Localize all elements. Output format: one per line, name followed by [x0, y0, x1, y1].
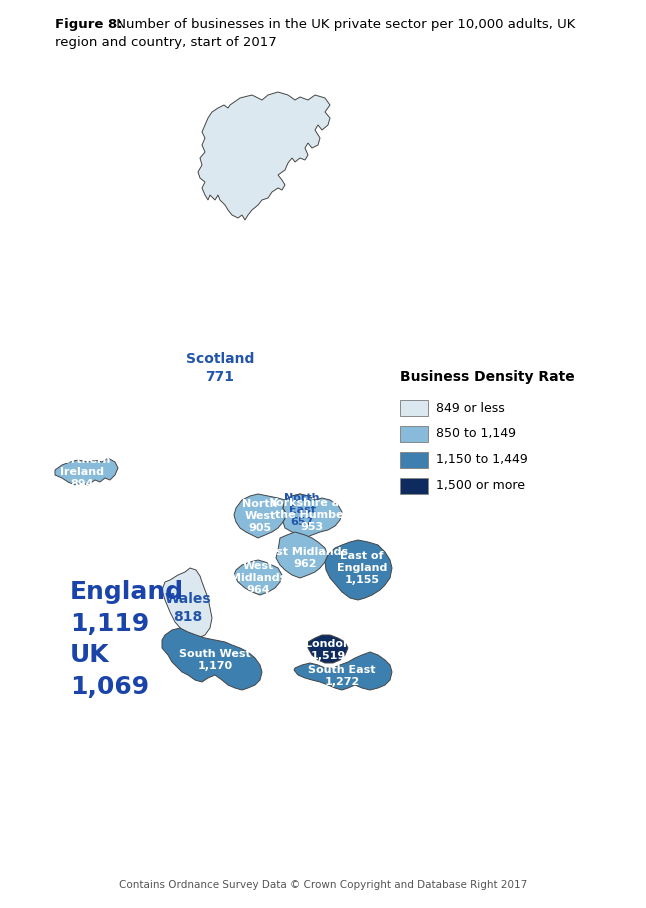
FancyBboxPatch shape: [400, 452, 428, 468]
FancyBboxPatch shape: [400, 478, 428, 494]
Text: South East
1,272: South East 1,272: [308, 665, 376, 687]
Polygon shape: [55, 458, 118, 485]
Text: Scotland
771: Scotland 771: [186, 352, 254, 384]
FancyBboxPatch shape: [400, 426, 428, 442]
Text: East Midlands
962: East Midlands 962: [262, 547, 349, 569]
Text: Northern
Ireland
894: Northern Ireland 894: [54, 455, 110, 489]
Text: Number of businesses in the UK private sector per 10,000 adults, UK: Number of businesses in the UK private s…: [112, 18, 576, 31]
Text: 849 or less: 849 or less: [436, 401, 505, 414]
Polygon shape: [162, 628, 262, 690]
Text: Business Density Rate: Business Density Rate: [400, 370, 575, 384]
Polygon shape: [283, 494, 342, 538]
Polygon shape: [234, 494, 287, 538]
Polygon shape: [276, 532, 328, 578]
Polygon shape: [325, 540, 392, 600]
Text: 1,150 to 1,449: 1,150 to 1,449: [436, 453, 528, 467]
Text: Contains Ordnance Survey Data © Crown Copyright and Database Right 2017: Contains Ordnance Survey Data © Crown Co…: [119, 880, 527, 890]
Polygon shape: [283, 494, 320, 525]
Text: 850 to 1,149: 850 to 1,149: [436, 428, 516, 440]
Text: Yorkshire and
the Humber
953: Yorkshire and the Humber 953: [269, 498, 355, 532]
Text: region and country, start of 2017: region and country, start of 2017: [55, 36, 276, 49]
Polygon shape: [198, 92, 330, 220]
FancyBboxPatch shape: [400, 400, 428, 416]
Polygon shape: [162, 568, 212, 638]
Polygon shape: [308, 635, 348, 663]
Text: Wales
818: Wales 818: [165, 592, 211, 624]
Text: England
1,119
UK
1,069: England 1,119 UK 1,069: [70, 580, 184, 699]
Text: South West
1,170: South West 1,170: [179, 649, 251, 671]
Text: West
Midlands
964: West Midlands 964: [230, 560, 286, 596]
Text: East of
England
1,155: East of England 1,155: [337, 550, 387, 586]
Polygon shape: [294, 652, 392, 690]
Text: London
1,519: London 1,519: [305, 639, 351, 661]
Text: North
East
657: North East 657: [284, 493, 320, 528]
Text: Figure 8:: Figure 8:: [55, 18, 123, 31]
Polygon shape: [234, 560, 282, 595]
Text: 1,500 or more: 1,500 or more: [436, 479, 525, 492]
Text: North
West
905: North West 905: [242, 498, 278, 533]
